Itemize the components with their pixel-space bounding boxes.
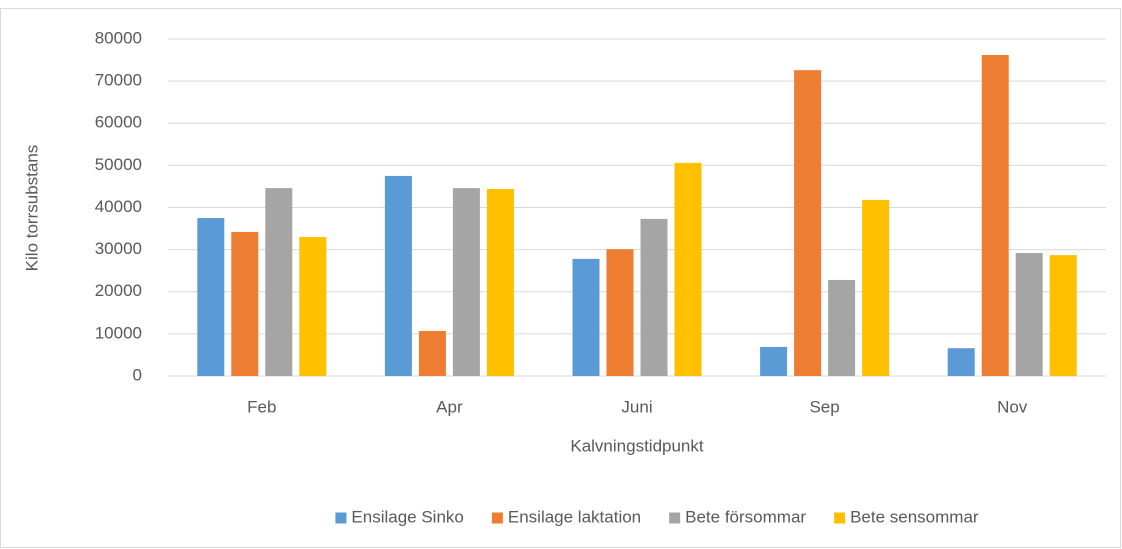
y-tick-label: 30000 (95, 239, 142, 258)
y-tick-label: 20000 (95, 281, 142, 300)
legend-label: Bete försommar (685, 507, 806, 526)
bar (640, 218, 668, 376)
y-tick-label: 60000 (95, 113, 142, 132)
bar (1049, 255, 1077, 376)
bar (981, 55, 1009, 376)
bar (572, 258, 600, 376)
legend-label: Bete sensommar (850, 507, 979, 526)
bar (231, 231, 259, 376)
bar (760, 346, 788, 376)
bar (674, 162, 702, 376)
bar (265, 188, 293, 376)
y-tick-label: 0 (133, 365, 142, 384)
x-tick-label: Sep (809, 397, 839, 416)
bar (384, 175, 412, 376)
bar (947, 348, 975, 376)
bar (418, 330, 446, 376)
bar (828, 279, 856, 376)
y-tick-label: 40000 (95, 197, 142, 216)
bar (197, 218, 225, 376)
legend-label: Ensilage Sinko (351, 507, 463, 526)
legend-swatch (669, 512, 681, 524)
legend-swatch (834, 512, 846, 524)
bar (1015, 252, 1043, 376)
bar (452, 188, 480, 376)
legend-swatch (335, 512, 347, 524)
x-tick-label: Juni (621, 397, 652, 416)
bar (606, 249, 634, 376)
legend-swatch (491, 512, 503, 524)
x-axis-label: Kalvningstidpunkt (570, 436, 704, 455)
bar (299, 236, 327, 376)
y-tick-label: 80000 (95, 28, 142, 47)
bar (794, 70, 822, 377)
y-tick-label: 50000 (95, 155, 142, 174)
legend-label: Ensilage laktation (508, 507, 641, 526)
bar (862, 199, 890, 376)
x-tick-label: Feb (247, 397, 276, 416)
y-tick-label: 70000 (95, 71, 142, 90)
x-tick-label: Nov (997, 397, 1028, 416)
chart-border (0, 8, 1121, 548)
x-tick-label: Apr (436, 397, 463, 416)
y-axis-label: Kilo torrsubstans (22, 145, 41, 272)
bar (486, 188, 514, 376)
y-tick-label: 10000 (95, 323, 142, 342)
